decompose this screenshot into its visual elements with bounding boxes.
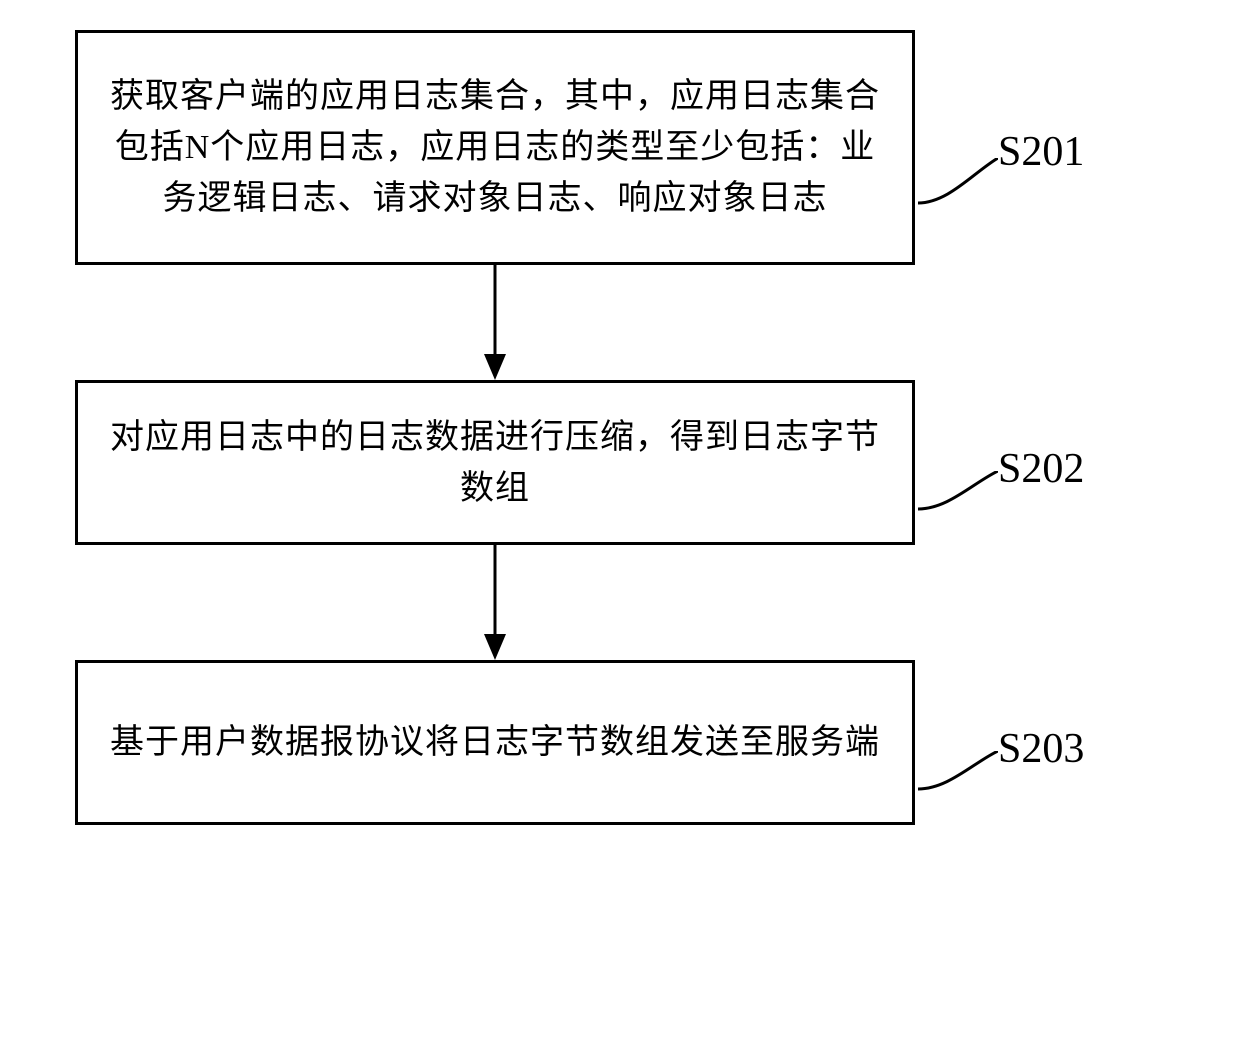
flowchart-step: 基于用户数据报协议将日志字节数组发送至服务端 S203 — [75, 660, 915, 825]
flowchart-arrow — [75, 265, 915, 380]
flowchart-container: 获取客户端的应用日志集合，其中，应用日志集合包括N个应用日志，应用日志的类型至少… — [75, 30, 1155, 825]
step-label: S202 — [998, 445, 1084, 493]
step-text: 对应用日志中的日志数据进行压缩，得到日志字节数组 — [108, 412, 882, 514]
flowchart-step: 获取客户端的应用日志集合，其中，应用日志集合包括N个应用日志，应用日志的类型至少… — [75, 30, 915, 265]
step-label: S201 — [998, 128, 1084, 176]
connector-curve — [918, 471, 998, 513]
connector-curve — [918, 751, 998, 793]
step-label: S203 — [998, 725, 1084, 773]
connector-curve — [918, 158, 998, 208]
step-text: 获取客户端的应用日志集合，其中，应用日志集合包括N个应用日志，应用日志的类型至少… — [108, 71, 882, 224]
flowchart-step: 对应用日志中的日志数据进行压缩，得到日志字节数组 S202 — [75, 380, 915, 545]
flowchart-arrow — [75, 545, 915, 660]
step-text: 基于用户数据报协议将日志字节数组发送至服务端 — [110, 717, 880, 768]
